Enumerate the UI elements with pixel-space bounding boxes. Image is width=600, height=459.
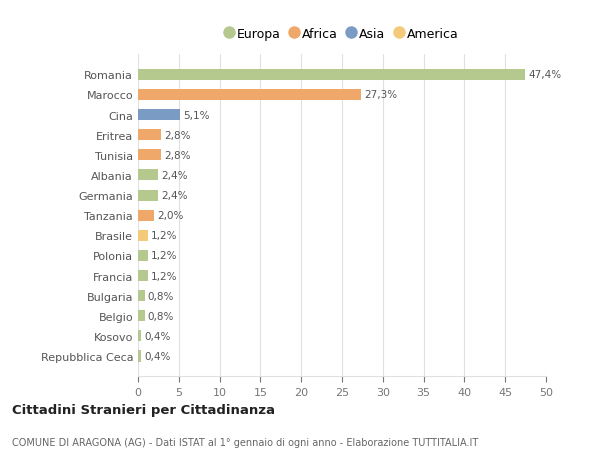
Text: 1,2%: 1,2% xyxy=(151,271,178,281)
Bar xyxy=(138,170,158,181)
Text: 47,4%: 47,4% xyxy=(528,70,561,80)
Bar xyxy=(138,90,361,101)
Bar xyxy=(138,130,161,141)
Bar xyxy=(138,230,148,241)
Text: 2,0%: 2,0% xyxy=(158,211,184,221)
Text: 2,4%: 2,4% xyxy=(161,171,187,180)
Text: 2,8%: 2,8% xyxy=(164,151,191,161)
Bar xyxy=(138,110,179,121)
Text: 27,3%: 27,3% xyxy=(364,90,397,100)
Text: 1,2%: 1,2% xyxy=(151,231,178,241)
Bar xyxy=(138,70,525,81)
Bar xyxy=(138,190,158,201)
Bar xyxy=(138,351,141,362)
Bar xyxy=(138,150,161,161)
Bar xyxy=(138,210,154,221)
Bar xyxy=(138,250,148,262)
Text: 0,4%: 0,4% xyxy=(145,331,171,341)
Text: 1,2%: 1,2% xyxy=(151,251,178,261)
Text: 0,8%: 0,8% xyxy=(148,291,174,301)
Text: Cittadini Stranieri per Cittadinanza: Cittadini Stranieri per Cittadinanza xyxy=(12,403,275,416)
Text: COMUNE DI ARAGONA (AG) - Dati ISTAT al 1° gennaio di ogni anno - Elaborazione TU: COMUNE DI ARAGONA (AG) - Dati ISTAT al 1… xyxy=(12,437,478,447)
Text: 0,4%: 0,4% xyxy=(145,351,171,361)
Text: 2,8%: 2,8% xyxy=(164,130,191,140)
Bar xyxy=(138,311,145,322)
Bar xyxy=(138,270,148,281)
Legend: Europa, Africa, Asia, America: Europa, Africa, Asia, America xyxy=(221,23,463,46)
Bar xyxy=(138,330,141,341)
Bar xyxy=(138,291,145,302)
Text: 0,8%: 0,8% xyxy=(148,311,174,321)
Text: 5,1%: 5,1% xyxy=(183,110,209,120)
Text: 2,4%: 2,4% xyxy=(161,190,187,201)
